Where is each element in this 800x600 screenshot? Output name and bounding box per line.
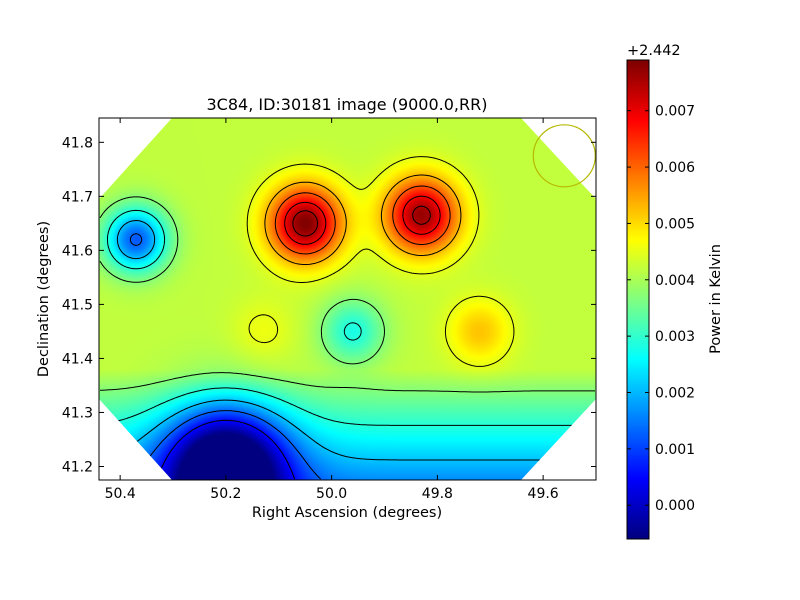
colorbar-label: Power in Kelvin (708, 244, 724, 354)
contour-level-0 (156, 419, 296, 480)
chart-title: 3C84, ID:30181 image (9000.0,RR) (206, 95, 487, 114)
contour-level-9 (292, 205, 431, 237)
x-axis-label: Right Ascension (degrees) (252, 505, 442, 521)
colorbar-tick-label: 0.007 (655, 104, 695, 120)
y-axis-label: Declination (degrees) (36, 221, 52, 377)
beam-circle (532, 124, 596, 188)
colorbar-tick-label: 0.003 (655, 329, 695, 345)
contour-level-5 (246, 156, 515, 367)
x-tick-label: 49.8 (422, 486, 453, 502)
y-tick-label: 41.5 (62, 297, 93, 313)
heatmap (99, 118, 596, 480)
colorbar-tick-label: 0.002 (655, 385, 695, 401)
colorbar-tick-label: 0.001 (655, 442, 695, 458)
x-tick-label: 49.6 (528, 486, 559, 502)
contour-level-3 (99, 209, 595, 426)
colorbar-tick-label: 0.005 (655, 216, 695, 232)
x-axis-ticks: 50.4 50.2 50.0 49.8 49.6 (105, 118, 559, 502)
colorbar-tick-label: 0.000 (655, 498, 695, 514)
x-tick-label: 50.0 (316, 486, 347, 502)
y-tick-label: 41.3 (62, 405, 93, 421)
colorbar-gradient (627, 60, 649, 539)
contour-level-7 (274, 185, 451, 255)
y-tick-label: 41.2 (62, 459, 93, 475)
x-tick-label: 50.2 (210, 486, 241, 502)
x-tick-label: 50.4 (105, 486, 136, 502)
y-tick-label: 41.4 (62, 351, 93, 367)
y-tick-label: 41.8 (62, 135, 93, 151)
contour-level-1 (129, 233, 322, 480)
colorbar-frame (626, 59, 650, 540)
contour-level-8 (284, 195, 441, 245)
heatmap-image (99, 118, 596, 480)
y-axis-ticks: 41.2 41.3 41.4 41.5 41.6 41.7 41.8 (62, 135, 596, 475)
contour-lines (99, 156, 595, 480)
colorbar: 0.000 0.001 0.002 0.003 0.004 0.005 0.006 0.007… (626, 43, 724, 540)
contour-level-4 (99, 196, 595, 393)
colorbar-offset-label: +2.442 (627, 43, 681, 59)
colorbar-tick-label: 0.006 (655, 160, 695, 176)
colorbar-ticks: 0.000 0.001 0.002 0.003 0.004 0.005 0.006 0.007 (627, 104, 695, 514)
colorbar-tick-label: 0.004 (655, 273, 695, 289)
contour-level-6 (264, 174, 462, 265)
y-tick-label: 41.7 (62, 189, 93, 205)
axes-frame (98, 117, 597, 481)
y-tick-label: 41.6 (62, 243, 93, 259)
